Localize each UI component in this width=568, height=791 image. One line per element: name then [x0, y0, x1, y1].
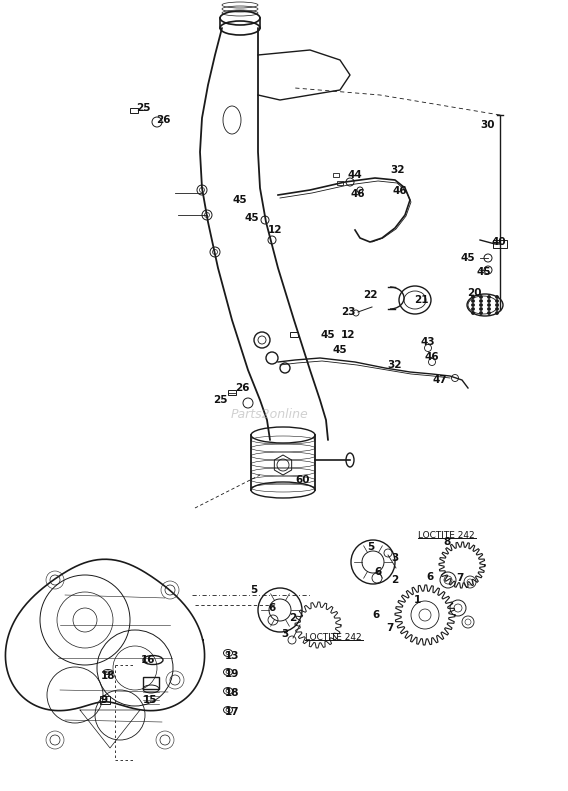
Circle shape: [480, 308, 482, 310]
Text: 2: 2: [289, 613, 296, 623]
Text: 5: 5: [367, 542, 375, 552]
Circle shape: [472, 300, 474, 302]
Text: 6: 6: [374, 567, 382, 577]
Text: 45: 45: [477, 267, 491, 277]
Text: 46: 46: [350, 189, 365, 199]
Text: 45: 45: [321, 330, 335, 340]
Text: 26: 26: [156, 115, 170, 125]
Circle shape: [496, 296, 498, 298]
Text: 40: 40: [492, 237, 506, 247]
Text: 26: 26: [235, 383, 249, 393]
Text: 7: 7: [386, 623, 394, 633]
Text: Parts2online: Parts2online: [231, 408, 309, 422]
Circle shape: [488, 296, 490, 298]
Circle shape: [480, 312, 482, 314]
Circle shape: [472, 308, 474, 310]
Text: 45: 45: [333, 345, 347, 355]
Text: 15: 15: [143, 695, 157, 705]
Text: 12: 12: [268, 225, 282, 235]
Text: 1: 1: [414, 595, 421, 605]
Circle shape: [480, 300, 482, 302]
Bar: [493, 240, 507, 248]
Bar: [228, 390, 236, 395]
Text: 25: 25: [136, 103, 151, 113]
Bar: [290, 332, 298, 337]
Circle shape: [496, 312, 498, 314]
Text: 12: 12: [341, 330, 355, 340]
Circle shape: [496, 300, 498, 302]
Circle shape: [488, 304, 490, 306]
Circle shape: [472, 296, 474, 298]
Text: 6: 6: [268, 603, 275, 613]
Text: 7: 7: [456, 573, 463, 583]
Text: 43: 43: [421, 337, 435, 347]
Text: 46: 46: [392, 186, 407, 196]
Text: 30: 30: [481, 120, 495, 130]
Text: 3: 3: [391, 553, 399, 563]
Text: 45: 45: [461, 253, 475, 263]
Text: 46: 46: [425, 352, 439, 362]
Circle shape: [488, 308, 490, 310]
Text: 45: 45: [233, 195, 247, 205]
Text: 9: 9: [101, 695, 107, 705]
Text: 20: 20: [467, 288, 481, 298]
Text: 6: 6: [427, 572, 433, 582]
Circle shape: [472, 312, 474, 314]
Text: 21: 21: [414, 295, 428, 305]
Text: 3: 3: [281, 629, 289, 639]
Circle shape: [472, 304, 474, 306]
Text: 6: 6: [373, 610, 379, 620]
Circle shape: [480, 304, 482, 306]
Text: 16: 16: [141, 655, 155, 665]
Circle shape: [488, 312, 490, 314]
Text: 47: 47: [433, 375, 448, 385]
Text: 5: 5: [250, 585, 258, 595]
Circle shape: [496, 308, 498, 310]
Text: 13: 13: [225, 651, 239, 661]
Text: 23: 23: [341, 307, 355, 317]
Text: 19: 19: [225, 669, 239, 679]
Bar: [130, 108, 138, 113]
Bar: [100, 696, 110, 704]
Text: 25: 25: [213, 395, 227, 405]
Circle shape: [496, 304, 498, 306]
Circle shape: [488, 300, 490, 302]
Text: 17: 17: [225, 707, 239, 717]
Text: 22: 22: [363, 290, 377, 300]
Text: 32: 32: [391, 165, 405, 175]
Bar: [337, 181, 343, 185]
Text: 18: 18: [101, 671, 115, 681]
Text: 8: 8: [444, 537, 450, 547]
Text: 2: 2: [391, 575, 399, 585]
Text: 18: 18: [225, 688, 239, 698]
Bar: [333, 173, 339, 177]
Text: 44: 44: [348, 170, 362, 180]
Text: 45: 45: [245, 213, 260, 223]
Bar: [143, 677, 159, 689]
Circle shape: [480, 296, 482, 298]
Text: 32: 32: [388, 360, 402, 370]
Text: 60: 60: [296, 475, 310, 485]
Text: LOCTITE 242: LOCTITE 242: [418, 531, 475, 539]
Text: LOCTITE 242: LOCTITE 242: [305, 633, 362, 642]
